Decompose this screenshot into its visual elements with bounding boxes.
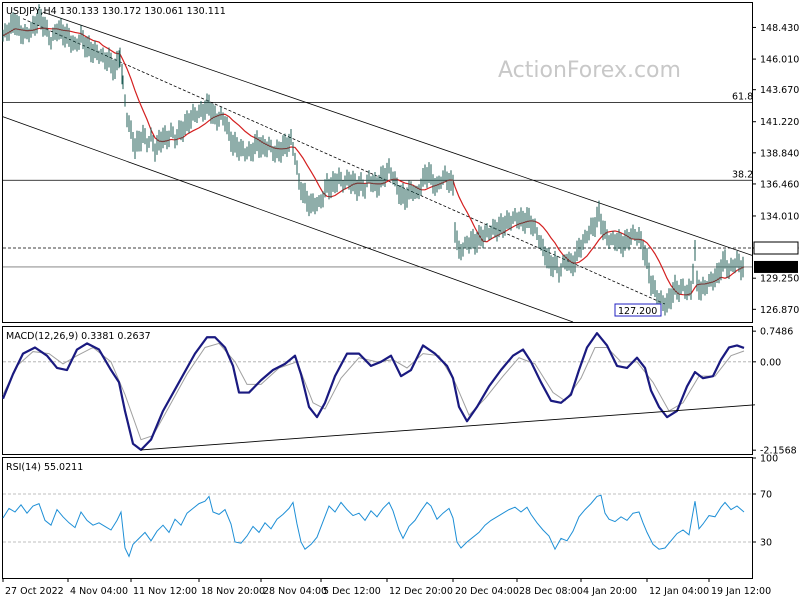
axis-layer: 148.430 146.010 143.670 141.220 138.840 136.4…: [2, 23, 799, 597]
rsi-title: RSI(14) 55.0211: [6, 462, 83, 473]
moving-average-line: [2, 27, 745, 296]
channel-lower-line: [2, 116, 574, 323]
macd-y-tick-label: -2.1568: [760, 446, 797, 457]
price-header: USDJPY,H4 130.133 130.172 130.061 130.11…: [6, 6, 226, 17]
rsi-y-tick-label: 30: [760, 538, 772, 549]
x-tick-label: 4 Jan 20:00: [583, 586, 637, 597]
x-tick-label: 19 Jan 12:00: [711, 586, 771, 597]
macd-main-line: [1, 332, 745, 452]
price-y-tick-label: 136.460: [760, 179, 799, 190]
x-tick-label: 12 Jan 04:00: [649, 586, 709, 597]
level-price-box: [753, 241, 799, 255]
watermark: ActionForex.com: [498, 58, 681, 83]
fib-label-0: 61.8: [732, 91, 753, 102]
price-y-tick-label: 134.010: [760, 211, 799, 222]
x-tick-label: 4 Nov 04:00: [70, 586, 128, 597]
price-y-tick-label: 138.840: [760, 148, 799, 159]
x-tick-label: 12 Dec 20:00: [389, 586, 453, 597]
price-y-tick-label: 129.250: [760, 274, 799, 285]
price-y-tick-label: 126.870: [760, 305, 799, 316]
rsi-line: [2, 494, 745, 558]
macd-trendline: [140, 404, 756, 451]
price-bars: [2, 4, 744, 316]
x-tick-label: 28 Dec 08:00: [519, 586, 583, 597]
current-price-box: [754, 260, 798, 273]
macd-panel-frame: [2, 326, 753, 455]
price-layer: 61.8 38.2 127.200: [2, 4, 753, 323]
channel-mid-line: [22, 18, 668, 306]
macd-y-tick-label: 0.7486: [760, 327, 793, 338]
macd-title: MACD(12,26,9) 0.3381 0.2637: [6, 331, 151, 342]
rsi-layer: [2, 493, 752, 558]
macd-y-tick-label: 0.00: [760, 357, 781, 368]
x-tick-label: 27 Oct 2022: [5, 586, 64, 597]
channel-upper-line: [42, 11, 753, 256]
macd-signal-line: [2, 342, 745, 441]
x-tick-label: 20 Dec 04:00: [455, 586, 519, 597]
current-price-label: 130.111: [758, 262, 797, 273]
price-y-tick-label: 146.010: [760, 55, 799, 66]
macd-layer: [1, 332, 756, 452]
rsi-y-tick-label: 100: [760, 454, 778, 465]
price-panel-frame: [2, 2, 753, 323]
x-tick-label: 5 Dec 12:00: [323, 586, 381, 597]
x-tick-label: 18 Nov 20:00: [201, 586, 265, 597]
rsi-panel-frame: [2, 457, 753, 579]
low-annotation-box: [614, 303, 662, 317]
price-y-tick-label: 148.430: [760, 23, 799, 34]
price-y-tick-label: 141.220: [760, 117, 799, 128]
x-tick-label: 28 Nov 04:00: [263, 586, 327, 597]
price-y-tick-label: 143.670: [760, 85, 799, 96]
rsi-y-tick-label: 70: [760, 490, 772, 501]
fib-label-1: 38.2: [732, 169, 753, 180]
low-annotation-label: 127.200: [618, 306, 657, 317]
x-tick-label: 11 Nov 12:00: [133, 586, 197, 597]
